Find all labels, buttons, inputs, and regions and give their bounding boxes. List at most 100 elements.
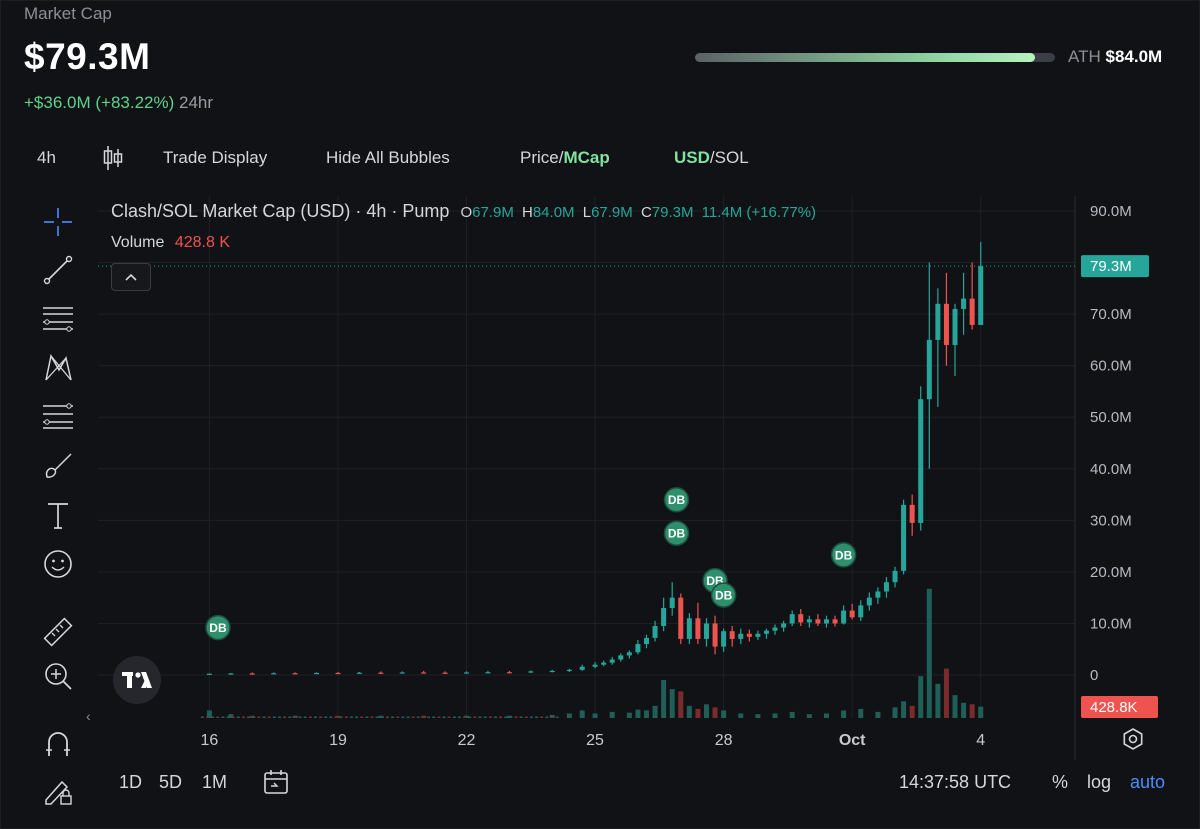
volume-bar	[609, 711, 615, 718]
bottom-bar: 1D 5D 1M 14:37:58 UTC % log auto	[0, 768, 1200, 802]
fib-retracement-icon[interactable]	[38, 398, 78, 434]
auto-scale-button[interactable]: auto	[1130, 772, 1166, 792]
candle-body	[678, 597, 684, 639]
volume-bar	[391, 716, 395, 718]
log-scale-button[interactable]: log	[1087, 772, 1112, 792]
candle-body	[926, 339, 932, 400]
range-1m-button[interactable]: 1M	[202, 772, 228, 792]
settings-icon[interactable]	[1122, 728, 1144, 755]
interval-button[interactable]: 4h	[37, 148, 56, 167]
candle-body	[755, 633, 761, 637]
emoji-icon[interactable]	[38, 546, 78, 582]
pattern-icon[interactable]	[38, 350, 78, 386]
volume-bar	[344, 716, 348, 718]
tradingview-logo[interactable]	[113, 656, 161, 704]
volume-bar	[488, 716, 492, 718]
volume-bar	[806, 714, 812, 718]
trade-display-button[interactable]: Trade Display	[163, 148, 268, 167]
volume-bar	[339, 716, 343, 718]
utc-clock[interactable]: 14:37:58 UTC	[899, 772, 1012, 792]
price-mcap-toggle[interactable]: Price/MCap	[520, 148, 610, 168]
volume-bar	[721, 710, 727, 718]
candle-body	[618, 655, 624, 660]
text-tool-icon[interactable]	[38, 498, 78, 534]
candle-body	[952, 308, 958, 346]
percent-scale-button[interactable]: %	[1052, 772, 1069, 792]
volume-bar	[457, 716, 461, 718]
volume-bar	[772, 713, 778, 718]
candle-body	[849, 610, 855, 618]
goto-date-icon[interactable]	[262, 768, 290, 801]
volume-bar	[308, 716, 312, 718]
candle-body	[901, 504, 907, 571]
volume-bar	[712, 707, 718, 718]
volume-bar	[401, 716, 405, 718]
candle-body	[832, 619, 838, 624]
volume-bar	[669, 689, 675, 718]
y-tick-label: 20.0M	[1090, 564, 1132, 581]
candle-body	[378, 672, 384, 674]
x-axis: 16 19 22 25 28 Oct 4	[201, 732, 986, 749]
volume-bar	[545, 716, 549, 718]
brush-icon[interactable]	[38, 448, 78, 484]
candle-body	[356, 672, 362, 674]
market-cap-label: Market Cap	[24, 4, 112, 23]
hide-bubbles-button[interactable]: Hide All Bubbles	[326, 148, 450, 167]
volume-bar	[262, 716, 266, 718]
volume-bar	[380, 716, 384, 718]
currency-toggle[interactable]: USD/SOL	[674, 148, 749, 168]
volume-bar	[579, 710, 585, 718]
volume-bar	[283, 716, 287, 718]
volume-bar	[499, 716, 503, 718]
y-tick-label: 40.0M	[1090, 461, 1132, 478]
volume-bar	[206, 710, 212, 718]
candle-body	[712, 623, 718, 647]
candle-body	[566, 669, 572, 672]
horizontal-lines-icon[interactable]	[38, 300, 78, 336]
volume-bar	[421, 716, 425, 718]
candle-body	[669, 597, 675, 608]
zoom-in-icon[interactable]	[38, 658, 78, 694]
volume-bar	[661, 680, 667, 718]
volume-bar	[221, 716, 225, 718]
magnet-icon[interactable]	[38, 726, 78, 762]
candle-body	[686, 618, 692, 639]
volume-bar	[626, 712, 632, 718]
candles	[206, 241, 984, 675]
candlestick-icon[interactable]	[102, 145, 124, 176]
crosshair-icon[interactable]	[38, 204, 78, 240]
candle-body	[249, 673, 255, 675]
volume-bar	[427, 716, 431, 718]
candle-body	[798, 614, 804, 623]
trade-bubble-label: DB	[209, 621, 227, 635]
volume-bar	[216, 716, 220, 718]
volume-bar	[643, 710, 649, 718]
ruler-icon[interactable]	[38, 614, 78, 650]
collapse-toolbar-icon[interactable]: ‹	[86, 708, 91, 724]
range-5d-button[interactable]: 5D	[159, 772, 183, 792]
volume-bars	[200, 588, 984, 718]
candle-body	[789, 614, 795, 624]
volume-bar	[935, 683, 941, 718]
volume-bar	[678, 691, 684, 718]
trend-line-icon[interactable]	[38, 252, 78, 288]
range-1d-button[interactable]: 1D	[119, 772, 143, 792]
x-tick-label: 19	[329, 732, 347, 749]
volume-bar	[686, 705, 692, 718]
candle-body	[228, 673, 234, 675]
candle-body	[609, 659, 615, 663]
trade-bubble	[205, 614, 231, 641]
volume-bar	[524, 716, 528, 718]
trade-bubble	[663, 486, 690, 513]
candle-body	[815, 619, 821, 624]
lock-drawings-icon[interactable]	[38, 774, 78, 810]
candle-body	[579, 666, 585, 670]
chart-legend: Clash/SOL Market Cap (USD) · 4h · Pump O…	[111, 201, 816, 222]
sol-option: /SOL	[709, 148, 749, 167]
volume-bar	[549, 714, 555, 718]
volume-bar	[550, 716, 554, 718]
collapse-legend-button[interactable]	[111, 263, 151, 291]
candle-body	[421, 672, 427, 674]
